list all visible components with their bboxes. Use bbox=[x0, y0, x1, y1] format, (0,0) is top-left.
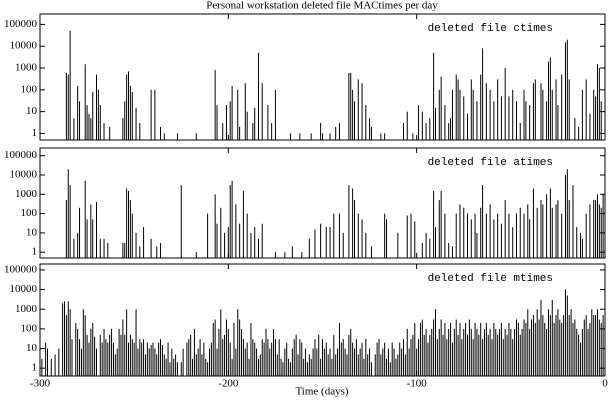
y-tick-label: 100000 bbox=[4, 149, 38, 161]
x-axis-label: Time (days) bbox=[295, 386, 348, 398]
y-tick-label: 1 bbox=[32, 362, 38, 374]
x-tick-label: 0 bbox=[602, 378, 608, 390]
y-tick-label: 10 bbox=[26, 342, 38, 354]
y-tick-label: 100000 bbox=[4, 18, 38, 30]
plot-frame bbox=[39, 147, 606, 259]
y-tick-label: 10000 bbox=[10, 169, 38, 181]
legend-label: deleted file atimes bbox=[428, 157, 553, 169]
y-tick-label: 100 bbox=[21, 83, 38, 95]
y-tick-label: 1000 bbox=[15, 188, 38, 200]
x-tick-label: -200 bbox=[218, 378, 239, 390]
y-tick-label: 100000 bbox=[4, 263, 38, 275]
y-tick-label: 10000 bbox=[10, 40, 38, 52]
y-tick-label: 10 bbox=[26, 226, 38, 238]
y-tick-label: 1 bbox=[32, 127, 38, 139]
y-tick-label: 1000 bbox=[15, 62, 38, 74]
y-tick-label: 100 bbox=[21, 322, 38, 334]
chart-title: Personal workstation deleted file MACtim… bbox=[206, 0, 438, 12]
y-tick-label: 10000 bbox=[10, 283, 38, 295]
y-tick-label: 1 bbox=[32, 246, 38, 258]
x-tick-label: -300 bbox=[30, 378, 51, 390]
legend-label: deleted file ctimes bbox=[428, 23, 553, 35]
legend-label: deleted file mtimes bbox=[428, 273, 553, 285]
y-tick-label: 1000 bbox=[15, 303, 38, 315]
y-tick-label: 100 bbox=[21, 207, 38, 219]
x-tick-label: -100 bbox=[407, 378, 428, 390]
y-tick-label: 10 bbox=[26, 105, 38, 117]
